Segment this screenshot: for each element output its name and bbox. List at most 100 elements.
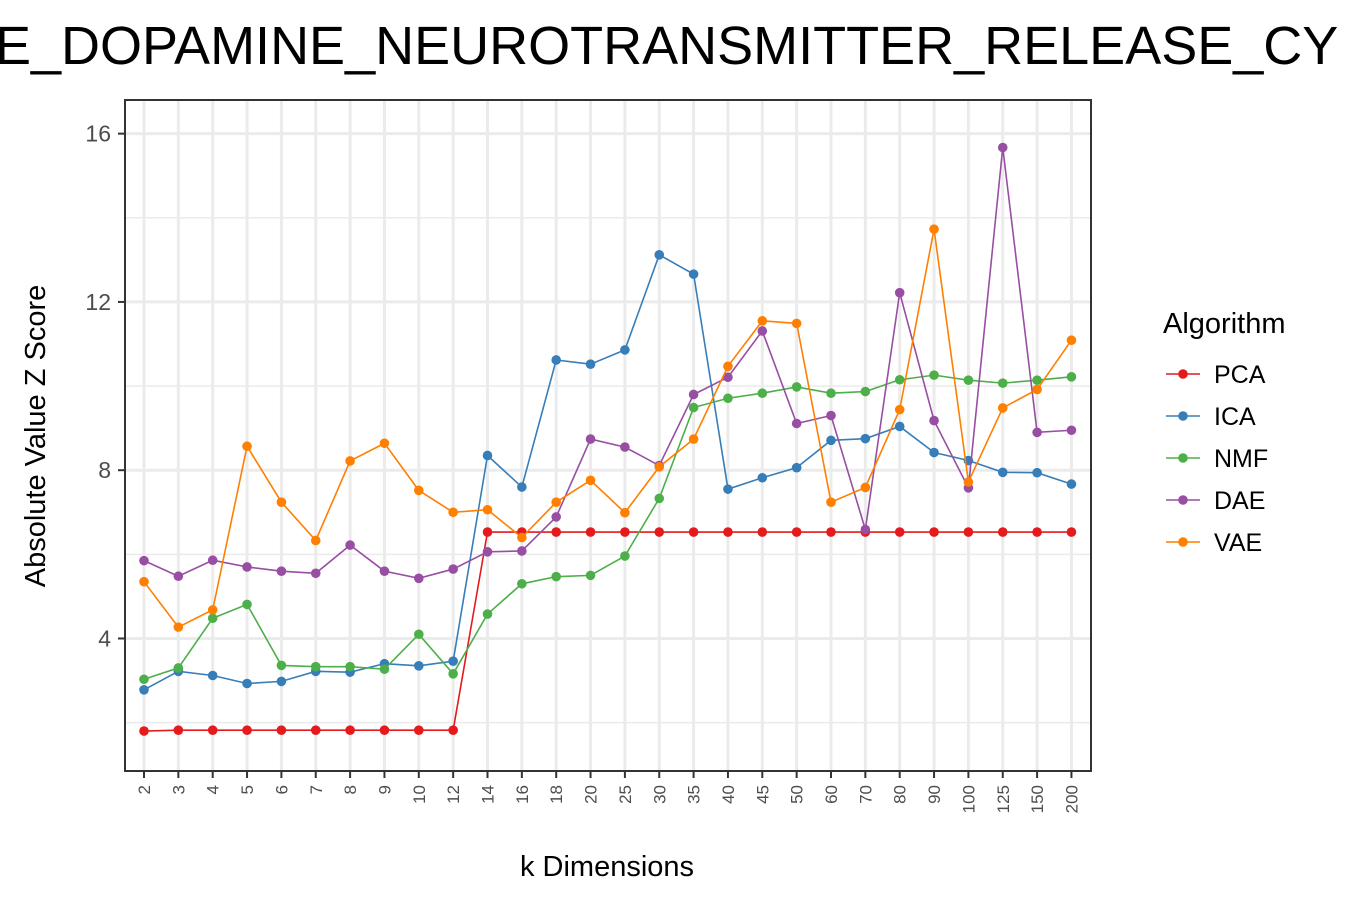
data-point-dae — [826, 410, 836, 421]
data-point-nmf — [448, 669, 458, 679]
legend-item-vae: VAE — [1166, 529, 1262, 557]
legend-marker — [1178, 537, 1188, 547]
x-tick-label: 200 — [1062, 785, 1081, 813]
data-point-vae — [482, 504, 493, 515]
data-point-vae — [654, 462, 665, 472]
x-tick-label: 60 — [822, 785, 841, 804]
data-point-vae — [723, 361, 733, 372]
data-point-ica — [688, 269, 699, 279]
legend-label: ICA — [1214, 403, 1256, 431]
data-point-ica — [894, 421, 905, 432]
data-point-ica — [1066, 479, 1077, 489]
x-tick-label: 6 — [272, 785, 291, 794]
series-layer — [139, 142, 1077, 736]
data-point-dae — [929, 415, 939, 426]
major-gridlines — [125, 100, 1091, 771]
data-point-dae — [173, 571, 184, 582]
data-point-pca — [276, 725, 287, 735]
x-tick-label: 40 — [719, 785, 738, 804]
data-point-ica — [139, 685, 149, 695]
data-point-nmf — [620, 551, 630, 561]
y-tick-label: 16 — [85, 121, 111, 147]
data-point-ica — [860, 433, 871, 444]
x-tick-label: 70 — [856, 785, 875, 804]
legend-marker — [1178, 411, 1188, 421]
data-point-nmf — [173, 663, 184, 673]
data-point-nmf — [723, 393, 733, 404]
data-point-vae — [551, 497, 561, 507]
data-point-dae — [757, 326, 768, 336]
series-pca — [139, 527, 1077, 736]
data-point-dae — [1066, 425, 1077, 436]
data-point-pca — [414, 725, 424, 735]
data-point-ica — [654, 250, 665, 260]
x-tick-label: 16 — [513, 785, 532, 804]
data-point-nmf — [997, 378, 1008, 388]
data-point-ica — [791, 462, 802, 473]
data-point-nmf — [654, 493, 665, 504]
data-point-nmf — [791, 382, 802, 392]
data-point-nmf — [585, 570, 596, 581]
data-point-vae — [791, 318, 802, 329]
data-point-vae — [379, 438, 390, 449]
data-point-dae — [620, 442, 630, 452]
series-line-pca — [143, 531, 1072, 732]
data-point-ica — [929, 447, 939, 458]
data-point-nmf — [379, 664, 390, 674]
y-tick-label: 12 — [85, 289, 111, 315]
data-point-vae — [997, 403, 1008, 413]
legend-marker — [1178, 453, 1188, 463]
x-tick-label: 12 — [444, 785, 463, 804]
data-point-ica — [242, 678, 252, 689]
legend-label: NMF — [1214, 445, 1268, 473]
x-tick-label: 20 — [582, 785, 601, 804]
data-point-pca — [757, 527, 768, 537]
data-point-ica — [517, 482, 527, 492]
data-point-nmf — [1032, 375, 1042, 385]
chart-title: E_DOPAMINE_NEUROTRANSMITTER_RELEASE_CY — [0, 16, 1338, 76]
data-point-nmf — [551, 571, 561, 582]
data-point-pca — [448, 725, 458, 735]
data-point-vae — [448, 507, 458, 518]
x-tick-label: 2 — [135, 785, 154, 794]
data-point-vae — [414, 485, 424, 496]
data-point-ica — [585, 359, 596, 369]
data-point-nmf — [1066, 372, 1077, 382]
x-tick-label: 125 — [994, 785, 1013, 813]
data-point-vae — [1032, 384, 1042, 395]
legend-title: Algorithm — [1163, 308, 1286, 340]
legend-item-ica: ICA — [1166, 403, 1256, 431]
data-point-nmf — [276, 660, 287, 671]
legend-marker — [1178, 495, 1188, 505]
data-point-vae — [173, 622, 184, 632]
y-axis: 4 8 12 16 — [85, 121, 125, 651]
data-point-ica — [826, 435, 836, 446]
x-axis-title: k Dimensions — [520, 851, 694, 883]
legend-items: PCA ICA NMF DAE VAE — [1166, 361, 1268, 557]
data-point-dae — [379, 566, 390, 576]
data-point-nmf — [345, 661, 355, 672]
data-point-dae — [997, 142, 1008, 153]
series-nmf — [139, 370, 1077, 685]
data-point-nmf — [310, 661, 321, 672]
data-point-vae — [585, 475, 596, 486]
data-point-pca — [654, 527, 665, 537]
data-point-pca — [482, 527, 493, 537]
x-tick-label: 10 — [410, 785, 429, 804]
legend-item-nmf: NMF — [1166, 445, 1268, 473]
data-point-pca — [826, 527, 836, 537]
x-tick-label: 25 — [616, 785, 635, 804]
data-point-dae — [414, 573, 424, 584]
data-point-pca — [997, 527, 1008, 537]
data-point-dae — [551, 512, 561, 522]
x-tick-label: 90 — [925, 785, 944, 804]
data-point-dae — [894, 287, 905, 298]
data-point-ica — [757, 472, 768, 483]
data-point-pca — [894, 527, 905, 537]
x-tick-label: 50 — [788, 785, 807, 804]
x-tick-label: 3 — [169, 785, 188, 794]
data-point-nmf — [207, 613, 218, 624]
series-line-dae — [143, 147, 1072, 580]
x-tick-label: 8 — [341, 785, 360, 794]
data-point-pca — [207, 725, 218, 735]
